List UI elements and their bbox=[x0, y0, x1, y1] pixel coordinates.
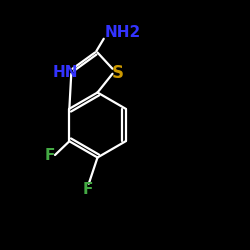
Text: F: F bbox=[45, 148, 55, 162]
Text: F: F bbox=[82, 182, 93, 198]
Text: NH2: NH2 bbox=[105, 25, 141, 40]
Text: HN: HN bbox=[52, 65, 78, 80]
Text: S: S bbox=[112, 64, 124, 82]
